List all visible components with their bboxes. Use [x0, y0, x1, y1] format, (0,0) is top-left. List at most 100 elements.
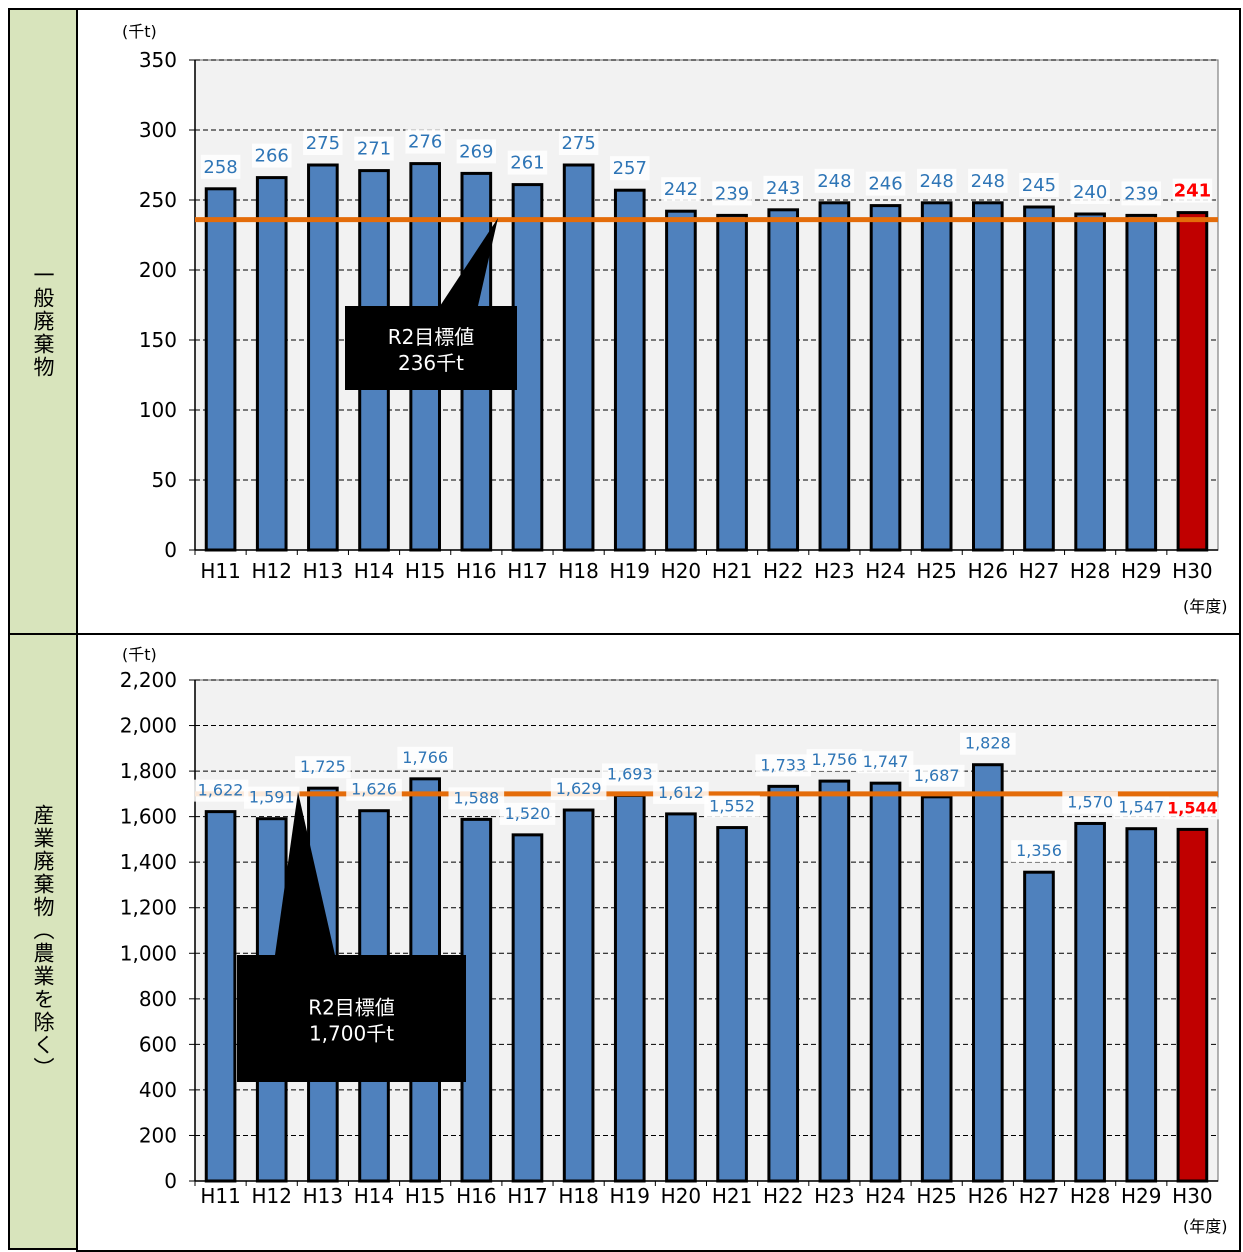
gw-value-label: 240: [1073, 182, 1107, 203]
gw-category-label: H20: [661, 559, 702, 583]
gw-value-label-bg: [251, 143, 292, 168]
gw-value-label: 248: [817, 171, 851, 192]
iw-value-label: 1,766: [402, 748, 448, 767]
gw-bar-h18: [562, 163, 595, 552]
gw-value-label: 248: [971, 171, 1005, 192]
row-label-industrial-waste: 産業廃棄物（農業を除く）: [8, 633, 78, 1250]
gw-bar-h20: [665, 209, 697, 552]
iw-value-label-bg: [653, 781, 709, 804]
gw-bar-h11: [204, 187, 237, 552]
iw-value-label-bg: [755, 754, 812, 777]
iw-value-label-bg: [499, 802, 556, 825]
gw-bar-h21: [716, 213, 748, 552]
iw-category-label: H23: [814, 1184, 855, 1208]
iw-bar-h30: [1176, 827, 1209, 1183]
gw-value-label-bg: [1070, 180, 1110, 204]
iw-ytick-label: 1,200: [120, 896, 177, 920]
iw-value-label-bg: [1011, 840, 1067, 863]
gw-value-label-bg: [456, 139, 497, 164]
gw-value-label: 246: [868, 174, 902, 195]
gw-category-label: H25: [916, 559, 957, 583]
gw-bar-h27: [1023, 205, 1055, 552]
gw-value-label-bg: [558, 131, 599, 155]
iw-bar-h16: [460, 817, 493, 1183]
gw-category-label: H13: [303, 559, 344, 583]
iw-category-label: H13: [303, 1184, 344, 1208]
gw-bar-h17: [511, 183, 544, 552]
iw-value-label: 1,828: [965, 734, 1011, 753]
gw-value-label: 242: [664, 179, 698, 200]
gw-bar-h13: [307, 163, 339, 552]
gw-bar-h29: [1125, 213, 1158, 552]
gw-value-label-bg: [303, 131, 343, 155]
gw-category-label: H19: [610, 559, 651, 583]
gw-bar-h22: [767, 208, 800, 552]
gw-category-label: H26: [968, 559, 1009, 583]
row-label-general-waste-text: 一般廃棄物: [31, 264, 55, 379]
iw-bar-h21: [716, 826, 748, 1183]
gw-value-label-bg: [968, 168, 1008, 193]
iw-value-label: 1,588: [453, 788, 499, 807]
gw-value-label: 257: [613, 158, 647, 179]
iw-ytick-label: 200: [139, 1123, 177, 1147]
gw-value-label: 239: [1124, 183, 1158, 204]
iw-category-label: H16: [456, 1184, 497, 1208]
iw-category-label: H22: [763, 1184, 804, 1208]
iw-bar-h28: [1074, 821, 1106, 1183]
row-label-industrial-waste-text: 産業廃棄物（農業を除く）: [31, 803, 55, 1080]
gw-value-label: 258: [203, 157, 237, 178]
iw-category-label: H21: [712, 1184, 753, 1208]
iw-category-label: H30: [1172, 1184, 1213, 1208]
iw-category-label: H20: [661, 1184, 702, 1208]
iw-value-label: 1,552: [709, 797, 755, 816]
gw-category-label: H12: [251, 559, 292, 583]
iw-category-label: H29: [1121, 1184, 1162, 1208]
gw-value-label-bg: [1172, 178, 1213, 203]
iw-category-label: H18: [558, 1184, 599, 1208]
iw-bar-h19: [613, 793, 646, 1183]
iw-value-label-bg: [1062, 791, 1118, 814]
iw-ytick-label: 1,400: [120, 850, 177, 874]
gw-value-label: 275: [306, 133, 340, 154]
gw-category-label: H22: [763, 559, 804, 583]
gw-category-label: H17: [507, 559, 548, 583]
iw-callout-value: 1,700千t: [309, 1022, 394, 1046]
iw-value-label-bg: [806, 749, 863, 772]
row-label-general-waste: 一般廃棄物: [8, 8, 78, 635]
gw-bar-h25: [920, 201, 953, 552]
iw-y-unit: (千t): [122, 645, 157, 664]
iw-value-label: 1,725: [300, 757, 346, 776]
gw-callout-title: R2目標値: [388, 325, 475, 349]
gw-category-label: H18: [558, 559, 599, 583]
iw-value-label-bg: [960, 732, 1016, 755]
gw-bar-h19: [613, 188, 646, 552]
gw-category-label: H14: [354, 559, 395, 583]
gw-value-label: 275: [561, 133, 595, 154]
iw-ytick-label: 800: [139, 987, 177, 1011]
iw-category-label: H27: [1019, 1184, 1060, 1208]
iw-category-label: H24: [865, 1184, 906, 1208]
gw-bar-h30: [1176, 211, 1209, 552]
gw-value-label-bg: [507, 150, 548, 175]
gw-bar-h26: [972, 201, 1004, 552]
iw-value-label-bg: [448, 787, 505, 810]
gw-value-label-bg: [814, 168, 855, 193]
iw-bar-h11: [204, 810, 237, 1183]
iw-callout-title: R2目標値: [308, 996, 395, 1020]
iw-value-label: 1,612: [658, 783, 704, 802]
iw-callout-pointer: [275, 792, 335, 955]
iw-ytick-label: 1,600: [120, 805, 177, 829]
iw-value-label: 1,629: [556, 779, 602, 798]
gw-value-label: 239: [715, 183, 749, 204]
iw-category-label: H26: [968, 1184, 1009, 1208]
iw-value-label-bg: [243, 786, 300, 809]
gw-category-label: H30: [1172, 559, 1213, 583]
gw-ytick-label: 200: [139, 258, 177, 282]
gw-value-label-bg: [712, 181, 752, 206]
gw-category-label: H15: [405, 559, 446, 583]
iw-value-label-bg: [346, 778, 402, 801]
gw-bar-h24: [869, 204, 902, 552]
gw-value-label: 271: [357, 139, 391, 160]
gw-ytick-label: 50: [152, 468, 177, 492]
